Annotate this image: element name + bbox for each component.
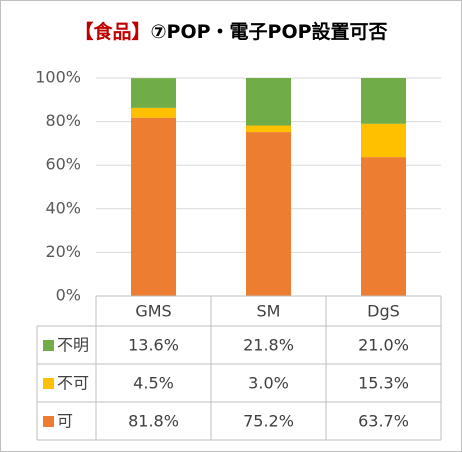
series-name: 不可: [57, 374, 89, 393]
bar-segment: [361, 123, 406, 158]
chart-title-text: ⑦POP・電子POP設置可否: [150, 21, 388, 43]
data-label: 3.0%: [248, 374, 289, 393]
data-label: 4.5%: [133, 374, 174, 393]
bar-segment: [131, 107, 176, 118]
data-label: 13.6%: [128, 336, 179, 355]
x-tick-label: GMS: [135, 302, 171, 321]
chart-title: 【食品】⑦POP・電子POP設置可否: [1, 17, 461, 44]
legend-key: [43, 378, 54, 389]
bar-segment: [246, 132, 291, 296]
y-tick-label: 0%: [56, 286, 81, 305]
bar-segment: [246, 78, 291, 126]
data-label: 15.3%: [358, 374, 409, 393]
data-label: 81.8%: [128, 412, 179, 431]
bar-segment: [361, 78, 406, 124]
y-tick-label: 100%: [35, 68, 81, 87]
series-name: 可: [57, 412, 73, 431]
data-label: 21.0%: [358, 336, 409, 355]
bar-segment: [131, 78, 176, 108]
y-tick-label: 60%: [45, 155, 81, 174]
data-label: 75.2%: [243, 412, 294, 431]
y-tick-label: 80%: [45, 111, 81, 130]
data-label: 63.7%: [358, 412, 409, 431]
data-label: 21.8%: [243, 336, 294, 355]
x-tick-label: SM: [257, 302, 281, 321]
legend-key: [43, 340, 54, 351]
bar-segment: [131, 117, 176, 297]
y-tick-label: 40%: [45, 198, 81, 217]
series-name: 不明: [57, 336, 89, 355]
y-tick-label: 20%: [45, 242, 81, 261]
chart-title-bracket: 【食品】: [74, 21, 151, 43]
bar-segment: [361, 157, 406, 296]
legend-key: [43, 416, 54, 427]
bar-segment: [246, 125, 291, 133]
x-tick-label: DgS: [367, 302, 400, 321]
